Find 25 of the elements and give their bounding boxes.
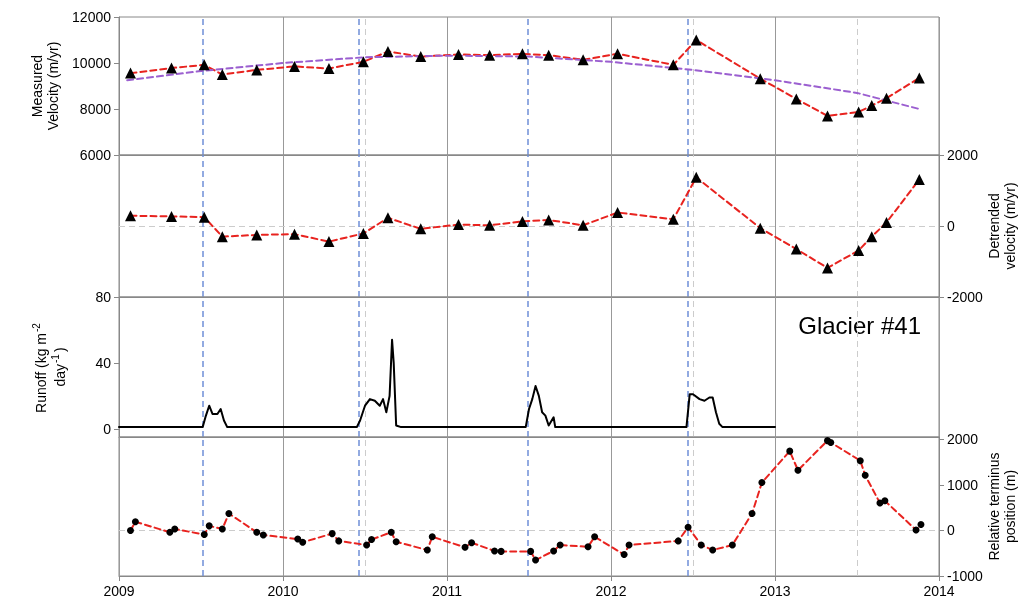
y2-tick-label: 1000 [947,476,979,493]
annotation: Glacier #41 [798,311,921,339]
y2-tick-label: 0 [947,522,955,539]
y2-tick-label: -1000 [947,568,984,584]
y2-axis-title: Relative terminus position (m) [986,452,1018,561]
y2-tick-label: 2000 [947,147,979,163]
y-tick-label: 40 [95,354,112,371]
x-tick-label: 2010 [267,583,299,599]
y-axis-title: Measured Velocity (m/yr) [29,41,62,131]
y-tick-label: 6000 [79,147,112,163]
y-tick-label: 0 [103,420,112,437]
x-tick-label: 2011 [431,583,463,599]
y2-tick-label: 2000 [947,431,979,448]
y-tick-label: 10000 [72,55,112,71]
y-tick-label: 8000 [79,101,112,117]
x-tick-label: 2009 [103,583,135,599]
y-tick-label: 12000 [72,9,112,25]
line-series [118,338,776,429]
y2-tick-label: 0 [947,218,955,234]
x-tick-label: 2012 [595,583,627,599]
y2-axis-title: Detrended velocity (m/yr) [986,182,1018,270]
y2-tick-label: -2000 [947,289,984,305]
x-tick-label: 2013 [759,583,791,599]
y-tick-label: 80 [95,289,112,305]
x-tick-label: 2014 [923,583,955,599]
